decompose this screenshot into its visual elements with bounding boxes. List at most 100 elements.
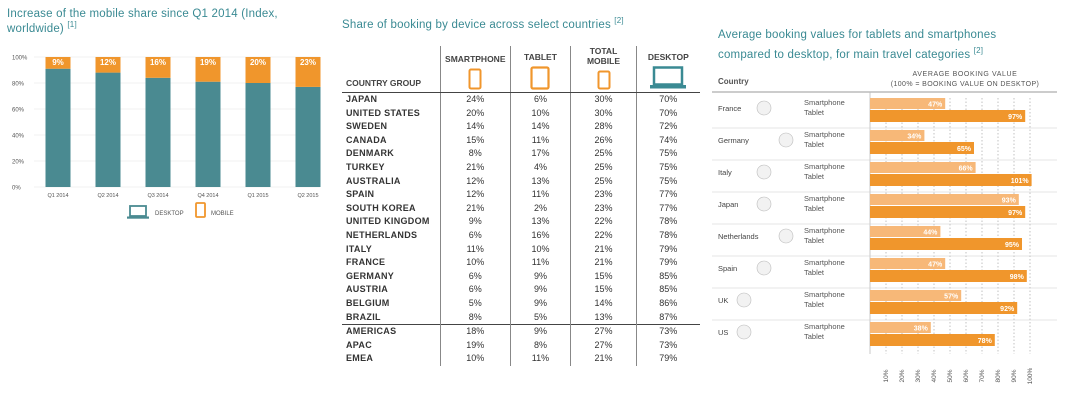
value-cell: 74% xyxy=(635,133,700,148)
country-cell: SOUTH KOREA xyxy=(346,202,416,213)
value-cell: 79% xyxy=(635,352,700,366)
value-cell: 75% xyxy=(635,174,700,189)
value-cell: 73% xyxy=(635,324,700,339)
x-tick-label: 60% xyxy=(963,369,970,382)
mobile-bar xyxy=(95,57,121,73)
value-cell: 11% xyxy=(509,352,571,366)
x-tick-label: 30% xyxy=(915,369,922,382)
table-row: AUSTRIA 6% 9% 15% 85% xyxy=(342,283,700,297)
value-cell: 13% xyxy=(509,174,571,189)
value-cell: 20% xyxy=(440,106,510,121)
value-cell: 10% xyxy=(509,106,571,121)
value-cell: 27% xyxy=(570,324,637,339)
value-cell: 10% xyxy=(440,256,510,270)
value-cell: 9% xyxy=(509,269,571,284)
mobile-bar xyxy=(245,57,271,83)
mobile-data-label: 12% xyxy=(100,58,116,67)
smartphone-bar xyxy=(870,226,941,237)
smartphone-data-label: 93% xyxy=(1002,198,1017,205)
smartphone-data-label: 47% xyxy=(928,102,943,109)
x-tick-label: 70% xyxy=(979,369,986,382)
value-cell: 78% xyxy=(635,228,700,243)
country-cell: DENMARK xyxy=(346,148,395,159)
mobile-share-title: Increase of the mobile share since Q1 20… xyxy=(7,8,330,35)
table-row: GERMANY 6% 9% 15% 85% xyxy=(342,269,700,284)
desktop-icon-base xyxy=(127,216,149,219)
device-share-title-text: Share of booking by device across select… xyxy=(342,18,611,31)
country-cell: UNITED KINGDOM xyxy=(346,216,430,227)
legend-mobile-label: MOBILE xyxy=(211,211,234,217)
value-cell: 23% xyxy=(570,201,637,216)
country-cell: ITALY xyxy=(346,243,373,254)
value-cell: 87% xyxy=(635,310,700,325)
device-share-title-ref: [2] xyxy=(614,16,624,25)
value-cell: 6% xyxy=(440,283,510,297)
y-tick-label: 60% xyxy=(12,108,25,114)
mobile-bar xyxy=(145,57,171,78)
value-cell: 15% xyxy=(440,133,510,148)
country-cell: FRANCE xyxy=(346,257,386,268)
country-cell: GERMANY xyxy=(346,270,395,281)
value-header-line1: AVERAGE BOOKING VALUE xyxy=(913,71,1018,78)
value-cell: 8% xyxy=(509,338,571,353)
series-label-smartphone: Smartphone xyxy=(804,98,845,107)
table-row: ITALY 11% 10% 21% 79% xyxy=(342,242,700,257)
mobile-bar xyxy=(45,57,71,69)
table-row: TURKEY 21% 4% 25% 75% xyxy=(342,160,700,175)
booking-value-title-line1: Average booking values for tablets and s… xyxy=(718,29,997,41)
value-cell: 78% xyxy=(635,215,700,229)
value-cell: 21% xyxy=(440,160,510,175)
smartphone-bar xyxy=(870,130,925,141)
value-cell: 16% xyxy=(509,228,571,243)
value-cell: 9% xyxy=(509,283,571,297)
mobile-share-chart: 0% 20% 40% 60% 80% 100% 9% Q1 2014 12% Q2 2014 16%… xyxy=(12,56,321,219)
table-row: AUSTRALIA 12% 13% 25% 75% xyxy=(342,174,700,189)
mobile-share-legend: DESKTOP MOBILE xyxy=(127,202,234,219)
x-tick-label: 80% xyxy=(995,369,1002,382)
y-tick-label: 80% xyxy=(12,82,25,88)
value-cell: 73% xyxy=(635,338,700,353)
booking-value-plot: Country AVERAGE BOOKING VALUE (100% = BOOK… xyxy=(712,71,1057,384)
value-cell: 8% xyxy=(440,310,510,325)
country-label: UK xyxy=(718,296,728,305)
country-label: US xyxy=(718,328,728,337)
value-cell: 17% xyxy=(509,147,571,161)
series-label-tablet: Tablet xyxy=(804,236,825,245)
col-header-smartphone: SMARTPHONE xyxy=(440,46,510,93)
series-label-smartphone: Smartphone xyxy=(804,290,845,299)
tablet-data-label: 97% xyxy=(1008,114,1023,121)
mobile-share-panel: Increase of the mobile share since Q1 20… xyxy=(0,0,330,406)
value-cell: 6% xyxy=(509,92,571,107)
value-cell: 13% xyxy=(509,215,571,229)
table-row: CANADA 15% 11% 26% 74% xyxy=(342,133,700,148)
country-cell: AUSTRALIA xyxy=(346,175,401,186)
value-cell: 25% xyxy=(570,147,637,161)
flag-icon xyxy=(736,292,752,308)
table-row: SWEDEN 14% 14% 28% 72% xyxy=(342,120,700,134)
value-cell: 14% xyxy=(570,296,637,311)
group-row: AMERICAS 18% 9% 27% 73% xyxy=(342,324,700,339)
smartphone-bar xyxy=(870,194,1019,205)
mobile-icon xyxy=(195,202,206,218)
tablet-data-label: 101% xyxy=(1011,178,1030,185)
value-cell: 13% xyxy=(570,310,637,325)
device-share-rows: JAPAN 24% 6% 30% 70% UNITED STATES 20% 10% 30% 70… xyxy=(342,92,700,366)
desktop-bar xyxy=(145,77,171,187)
device-share-table: COUNTRY GROUP SMARTPHONE TABLET TOTAL MO… xyxy=(342,46,700,366)
mobile-bar xyxy=(295,57,321,87)
value-cell: 10% xyxy=(509,242,571,257)
series-label-tablet: Tablet xyxy=(804,332,825,341)
table-row: JAPAN 24% 6% 30% 70% xyxy=(342,92,700,107)
value-cell: 11% xyxy=(509,133,571,148)
country-label: Germany xyxy=(718,136,749,145)
country-cell: UNITED STATES xyxy=(346,107,421,118)
country-label: Japan xyxy=(718,200,738,209)
booking-value-title: Average booking values for tablets and s… xyxy=(718,28,996,63)
mobile-share-title-ref: [1] xyxy=(67,20,77,29)
col-header-desktop-label: DESKTOP xyxy=(647,52,689,62)
total-mobile-icon xyxy=(597,70,610,90)
desktop-bar xyxy=(45,68,71,187)
tablet-data-label: 95% xyxy=(1005,242,1020,249)
tablet-data-label: 97% xyxy=(1008,210,1023,217)
value-header-line2: (100% = BOOKING VALUE ON DESKTOP) xyxy=(891,81,1040,88)
